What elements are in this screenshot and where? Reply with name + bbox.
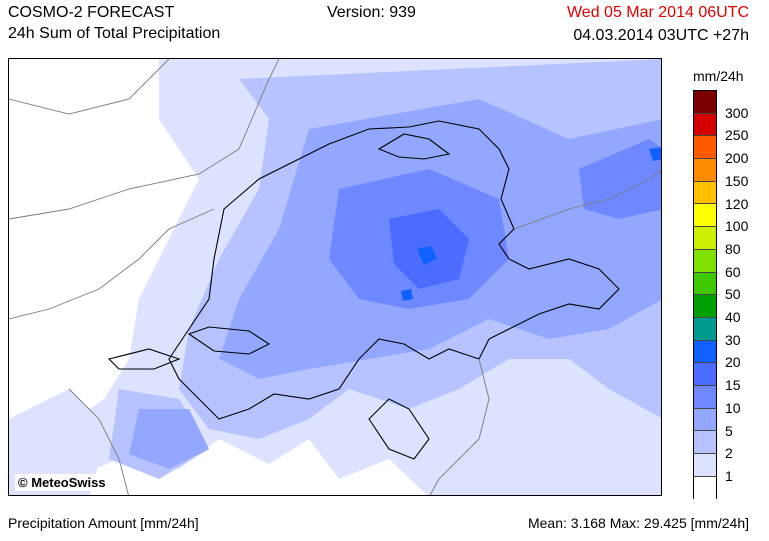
legend-label: 150 — [725, 172, 749, 189]
precip-area-5mm — [129, 409, 209, 469]
precip-area-1mm — [9, 389, 109, 495]
legend-label: 2 — [725, 445, 733, 462]
precip-area-20mm — [417, 246, 437, 265]
precip-area-10mm — [579, 139, 661, 219]
legend-color-box — [694, 159, 716, 182]
legend-label: 120 — [725, 195, 749, 212]
legend-label: 80 — [725, 240, 741, 257]
legend-label: 60 — [725, 263, 741, 280]
legend-color-box — [694, 385, 716, 409]
legend-color-box — [694, 317, 716, 341]
admin-border — [9, 208, 215, 320]
legend-label: 5 — [725, 422, 733, 439]
lake-outline — [368, 398, 430, 460]
run-time: 04.03.2014 03UTC +27h — [573, 27, 749, 44]
precipitation-map: © MeteoSwiss — [8, 58, 662, 496]
precip-area-20mm — [401, 289, 413, 301]
legend-label: 30 — [725, 331, 741, 348]
copyright-label: © MeteoSwiss — [15, 474, 109, 491]
valid-time: Wed 05 Mar 2014 06UTC — [566, 4, 749, 21]
legend-color-box — [694, 431, 716, 454]
legend-color-box — [694, 136, 716, 160]
admin-border — [513, 169, 661, 230]
version-label: Version: 939 — [327, 4, 416, 21]
legend-colorbar — [693, 90, 717, 500]
legend-color-box — [694, 113, 716, 137]
legend-label: 40 — [725, 309, 741, 325]
legend-label: 300 — [725, 104, 749, 121]
legend-color-box — [694, 249, 716, 273]
legend-label: 50 — [725, 286, 741, 303]
lake-outline — [187, 326, 271, 355]
parameter-label: Precipitation Amount [mm/24h] — [8, 515, 199, 531]
product-title: 24h Sum of Total Precipitation — [8, 25, 221, 42]
admin-border — [9, 59, 170, 115]
legend-color-box — [694, 340, 716, 364]
legend-color-box — [694, 476, 716, 500]
legend-color-box — [694, 272, 716, 296]
legend-color-box — [694, 408, 716, 432]
stats-label: Mean: 3.168 Max: 29.425 [mm/24h] — [527, 515, 749, 531]
legend-unit: mm/24h — [693, 68, 744, 84]
precipitation-field — [9, 59, 661, 495]
precip-area-20mm — [649, 147, 661, 161]
legend-color-box — [694, 181, 716, 205]
admin-border — [68, 388, 129, 495]
legend-color-box — [694, 454, 716, 477]
legend-label: 100 — [725, 218, 749, 235]
legend-color-box — [694, 363, 716, 386]
lake-outline — [107, 348, 181, 370]
admin-border — [429, 358, 490, 495]
legend-color-box — [694, 295, 716, 318]
lake-outline — [377, 133, 451, 160]
legend-label: 250 — [725, 127, 749, 144]
legend-label: 200 — [725, 150, 749, 167]
legend-label: 10 — [725, 399, 741, 416]
admin-border — [9, 59, 280, 220]
legend-color-box — [694, 91, 716, 114]
legend-label: 20 — [725, 354, 741, 371]
model-title: COSMO-2 FORECAST — [8, 4, 175, 21]
legend-color-box — [694, 227, 716, 250]
legend-color-box — [694, 204, 716, 228]
legend-label: 15 — [725, 377, 741, 394]
legend-label: 1 — [725, 467, 733, 484]
country-border — [168, 120, 620, 420]
